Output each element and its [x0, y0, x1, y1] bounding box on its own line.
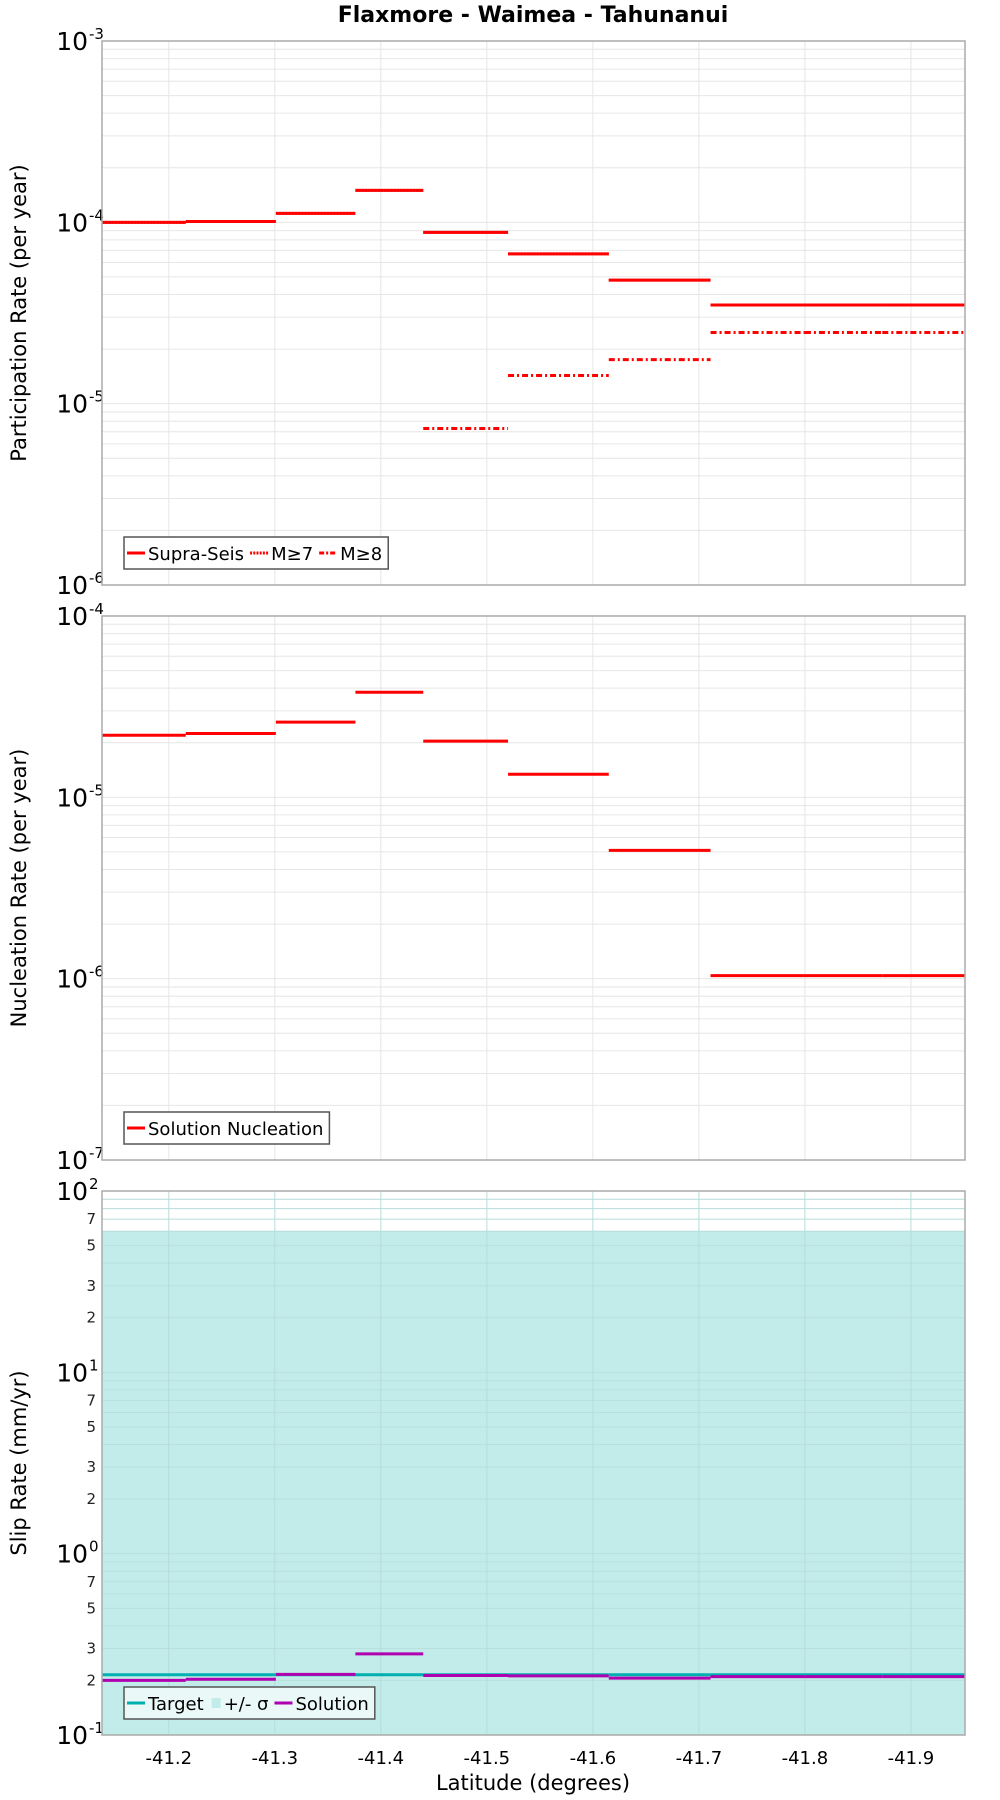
y-tick-exponent: -6 — [89, 569, 104, 587]
y-minor-tick-label: 2 — [86, 1671, 96, 1689]
legend-label: M≥8 — [340, 544, 382, 565]
y-tick-exponent: -4 — [89, 206, 104, 224]
y-minor-tick-label: 7 — [86, 1210, 96, 1228]
legend: Target +/- σ Solution — [123, 1686, 376, 1720]
series-solution-nucleation — [102, 690, 965, 978]
y-tick-label: 10 — [56, 1177, 88, 1206]
y-tick-label: 10 — [56, 1146, 88, 1175]
y-tick-exponent: -5 — [89, 781, 104, 799]
y-minor-tick-label: 5 — [86, 1418, 96, 1436]
y-minor-tick-label: 2 — [86, 1490, 96, 1508]
legend-box — [123, 1111, 331, 1145]
legend-label: Target — [147, 1694, 204, 1715]
y-tick-label: 10 — [56, 1540, 88, 1569]
y-tick-label: 10 — [56, 1358, 88, 1387]
plot-frame — [101, 1190, 966, 1736]
x-axis-label: Latitude (degrees) — [436, 1771, 630, 1795]
series-solution — [102, 1652, 965, 1682]
y-axis-label-nucleation: Nucleation Rate (per year) — [7, 749, 31, 1028]
y-tick-label: 10 — [56, 571, 88, 600]
x-tick-label: -41.2 — [146, 1748, 193, 1769]
y-tick-exponent: 1 — [89, 1356, 99, 1374]
y-minor-tick-label: 5 — [86, 1599, 96, 1617]
x-tick-label: -41.5 — [464, 1748, 511, 1769]
chart-title: Flaxmore - Waimea - Tahunanui — [338, 3, 729, 28]
y-tick-label: 10 — [56, 390, 88, 419]
y-tick-exponent: -5 — [89, 388, 104, 406]
y-tick-label: 10 — [56, 783, 88, 812]
x-tick-label: -41.9 — [888, 1748, 935, 1769]
y-minor-tick-label: 2 — [86, 1309, 96, 1327]
y-minor-tick-label: 7 — [86, 1391, 96, 1409]
plot-frame — [101, 615, 966, 1161]
series-supra-seis — [102, 188, 965, 307]
y-axis-label-participation: Participation Rate (per year) — [7, 164, 31, 461]
y-tick-exponent: -3 — [89, 25, 104, 43]
x-tick-label: -41.8 — [782, 1748, 829, 1769]
y-minor-tick-label: 5 — [86, 1237, 96, 1255]
x-axis-ticks: -41.2 -41.3 -41.4 -41.5 -41.6 -41.7 -41.8 -41.9 — [146, 1748, 935, 1769]
y-tick-exponent: -4 — [89, 600, 104, 618]
y-minor-tick-label: 3 — [86, 1639, 96, 1657]
legend: Solution Nucleation — [123, 1111, 331, 1145]
legend-swatch-band — [211, 1698, 221, 1708]
y-tick-label: 10 — [56, 27, 88, 56]
plot-frame — [101, 40, 966, 586]
y-minor-tick-label: 3 — [86, 1277, 96, 1295]
legend-label: Solution — [295, 1694, 368, 1715]
y-tick-exponent: -1 — [89, 1719, 104, 1737]
legend-box — [123, 536, 389, 570]
y-tick-label: 10 — [56, 602, 88, 631]
sigma-band — [102, 1231, 965, 1735]
y-tick-exponent: -6 — [89, 963, 104, 981]
legend-label: +/- σ — [224, 1694, 269, 1715]
y-tick-label: 10 — [56, 965, 88, 994]
y-tick-exponent: 0 — [89, 1538, 99, 1556]
x-tick-label: -41.6 — [570, 1748, 617, 1769]
y-tick-label: 10 — [56, 1721, 88, 1750]
series-m-7 — [102, 188, 965, 307]
y-axis-label-slip-rate: Slip Rate (mm/yr) — [7, 1370, 31, 1555]
y-tick-exponent: 2 — [89, 1175, 99, 1193]
y-tick-exponent: -7 — [89, 1144, 104, 1162]
y-tick-label: 10 — [56, 208, 88, 237]
legend-label: M≥7 — [271, 544, 313, 565]
legend-label: Supra-Seis — [148, 544, 244, 565]
x-tick-label: -41.4 — [358, 1748, 405, 1769]
x-tick-label: -41.7 — [676, 1748, 723, 1769]
x-tick-label: -41.3 — [252, 1748, 299, 1769]
y-minor-tick-label: 3 — [86, 1458, 96, 1476]
legend-box — [123, 1686, 376, 1720]
series-m-8 — [423, 330, 965, 430]
y-minor-tick-label: 7 — [86, 1573, 96, 1591]
legend-label: Solution Nucleation — [148, 1119, 323, 1140]
legend: Supra-Seis M≥7 M≥8 — [123, 536, 389, 570]
